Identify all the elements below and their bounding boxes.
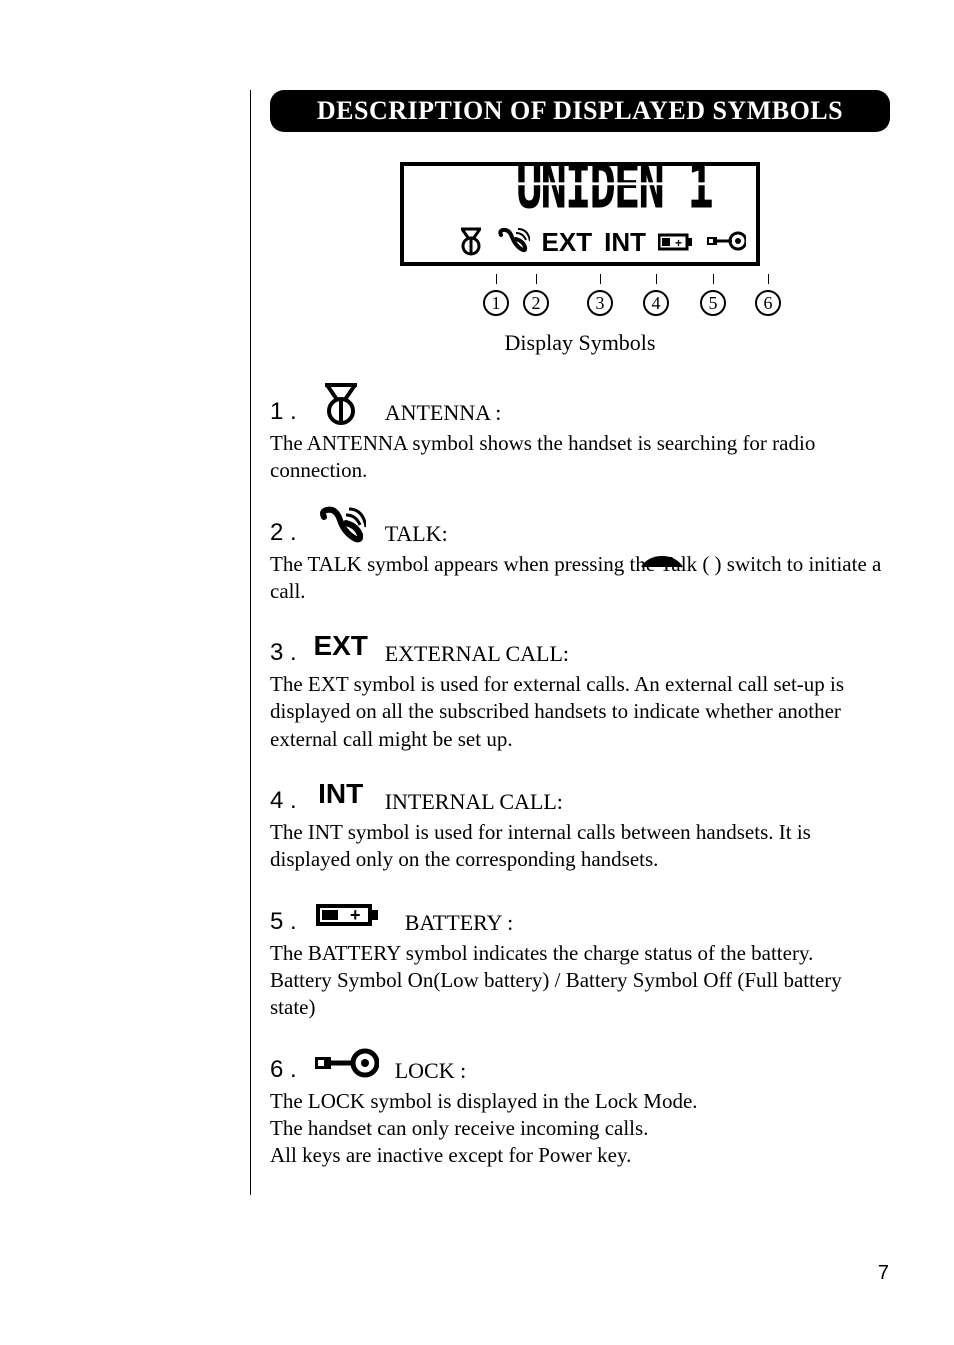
ext-text: EXT bbox=[542, 229, 593, 255]
item-body: The INT symbol is used for internal call… bbox=[270, 819, 890, 874]
battery-icon: + bbox=[658, 232, 694, 252]
left-margin-rule bbox=[250, 90, 251, 1195]
item-ext: 3 . EXT EXTERNAL CALL: The EXT symbol is… bbox=[270, 625, 890, 753]
lock-icon bbox=[706, 231, 746, 253]
svg-text:+: + bbox=[350, 905, 361, 925]
display-icon-row: EXT INT + bbox=[414, 227, 746, 257]
circle-2: 2 bbox=[523, 290, 549, 316]
circle-5: 5 bbox=[700, 290, 726, 316]
item-num: 3 . bbox=[270, 639, 297, 667]
talk-icon bbox=[311, 505, 371, 547]
circle-6: 6 bbox=[755, 290, 781, 316]
item-antenna: 1 . ANTENNA : The ANTENNA symbol shows t… bbox=[270, 384, 890, 485]
item-int: 4 . INT INTERNAL CALL: The INT symbol is… bbox=[270, 773, 890, 874]
int-text: INT bbox=[604, 229, 646, 255]
item-body: The TALK symbol appears when pressing th… bbox=[270, 551, 890, 606]
figure-caption: Display Symbols bbox=[270, 330, 890, 356]
lcd-text: UNIDEN 1 bbox=[414, 154, 746, 223]
item-label: EXTERNAL CALL: bbox=[385, 641, 569, 667]
item-num: 4 . bbox=[270, 787, 297, 815]
lock-icon bbox=[311, 1042, 381, 1084]
item-body: The ANTENNA symbol shows the handset is … bbox=[270, 430, 890, 485]
antenna-icon bbox=[458, 227, 484, 257]
tick-row bbox=[400, 274, 760, 284]
int-symbol: INT bbox=[311, 773, 371, 815]
item-body: The EXT symbol is used for external call… bbox=[270, 671, 890, 753]
ext-symbol: EXT bbox=[311, 625, 371, 667]
item-num: 6 . bbox=[270, 1056, 297, 1084]
item-num: 5 . bbox=[270, 908, 297, 936]
antenna-icon bbox=[311, 384, 371, 426]
content-column: DESCRIPTION OF DISPLAYED SYMBOLS UNIDEN … bbox=[270, 90, 890, 1189]
section-header: DESCRIPTION OF DISPLAYED SYMBOLS bbox=[270, 90, 890, 132]
item-label: ANTENNA : bbox=[385, 400, 502, 426]
item-num: 1 . bbox=[270, 398, 297, 426]
circle-1: 1 bbox=[483, 290, 509, 316]
item-num: 2 . bbox=[270, 519, 297, 547]
circle-4: 4 bbox=[643, 290, 669, 316]
talk-icon bbox=[496, 227, 530, 257]
item-label: LOCK : bbox=[395, 1058, 467, 1084]
circle-number-row: 1 2 3 4 5 6 bbox=[400, 290, 760, 320]
display-diagram: UNIDEN 1 bbox=[400, 162, 760, 266]
item-body: The BATTERY symbol indicates the charge … bbox=[270, 940, 890, 1022]
page-number: 7 bbox=[878, 1262, 889, 1285]
battery-icon: + bbox=[311, 894, 391, 936]
item-battery: 5 . + BATTERY : The BATTERY symbol indic… bbox=[270, 894, 890, 1022]
circle-3: 3 bbox=[587, 290, 613, 316]
svg-text:+: + bbox=[675, 236, 682, 250]
item-label: TALK: bbox=[385, 521, 448, 547]
item-label: INTERNAL CALL: bbox=[385, 789, 563, 815]
item-body: The LOCK symbol is displayed in the Lock… bbox=[270, 1088, 890, 1170]
item-label: BATTERY : bbox=[405, 910, 514, 936]
item-talk: 2 . TALK: The TALK symbol appears when p… bbox=[270, 505, 890, 606]
item-lock: 6 . LOCK : The LOCK symbol is displayed … bbox=[270, 1042, 890, 1170]
